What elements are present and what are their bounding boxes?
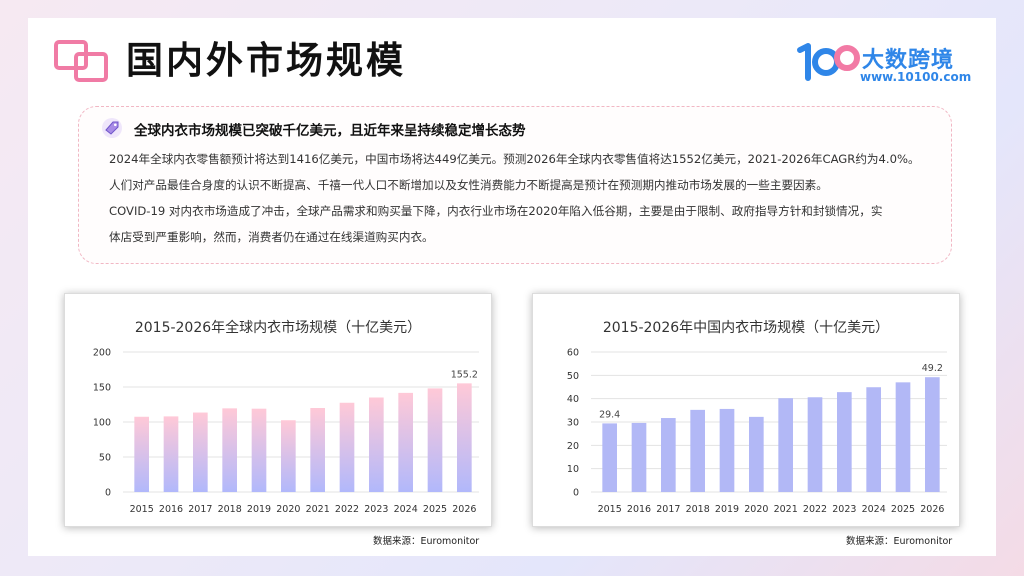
bar-2023 (369, 397, 384, 492)
summary-paragraph: 体店受到严重影响，然而，消费者仍在通过在线渠道购买内衣。 (109, 230, 434, 244)
x-tick-label: 2024 (862, 504, 886, 515)
bar-2025 (427, 388, 443, 492)
x-tick-label: 2015 (598, 504, 622, 515)
y-tick-label: 50 (99, 453, 111, 464)
x-tick-label: 2017 (188, 504, 212, 515)
x-tick-label: 2016 (159, 504, 183, 515)
y-tick-label: 0 (105, 488, 111, 499)
chart-source-china: 数据来源：Euromonitor (846, 536, 953, 547)
x-tick-label: 2020 (276, 504, 300, 515)
x-tick-label: 2018 (686, 504, 710, 515)
x-tick-label: 2022 (335, 504, 359, 515)
x-tick-label: 2017 (656, 504, 680, 515)
x-tick-label: 2018 (218, 504, 242, 515)
chart-card-china: 2015-2026年中国内衣市场规模（十亿美元） 0 10 20 30 40 50 60 201… (532, 293, 960, 527)
y-tick-label: 60 (567, 348, 579, 359)
summary-box: 全球内衣市场规模已突破千亿美元，且近年来呈持续稳定增长态势 2024年全球内衣零… (78, 106, 952, 264)
x-tick-label: 2020 (744, 504, 768, 515)
x-tick-label: 2021 (306, 504, 330, 515)
y-tick-label: 20 (567, 441, 579, 452)
bar-2026 (457, 383, 472, 492)
x-tick-label: 2019 (247, 504, 271, 515)
data-label: 49.2 (922, 363, 943, 374)
y-tick-label: 10 (567, 464, 579, 475)
y-tick-label: 50 (567, 371, 579, 382)
bar-2015 (602, 423, 617, 492)
bar-2018 (690, 409, 705, 492)
chart-china-market: 2015-2026年中国内衣市场规模（十亿美元） 0 10 20 30 40 50 60 201… (567, 319, 947, 515)
summary-heading: 全球内衣市场规模已突破千亿美元，且近年来呈持续稳定增长态势 (134, 123, 526, 139)
bar-2017 (193, 412, 208, 492)
brand-url[interactable]: www.10100.com (860, 70, 972, 84)
x-tick-label: 2023 (364, 504, 388, 515)
chart-card-global: 2015-2026年全球内衣市场规模（十亿美元） 0 50 100 150 200 2015… (64, 293, 492, 527)
bar-2016 (631, 422, 647, 492)
y-tick-label: 40 (567, 394, 579, 405)
y-tick-label: 200 (93, 348, 111, 359)
bar-2019 (251, 408, 267, 492)
bar-2016 (163, 416, 179, 492)
brand-logo[interactable]: 大数跨境 www.10100.com (794, 40, 984, 90)
bar-2022 (339, 402, 355, 492)
x-tick-label: 2026 (452, 504, 476, 515)
bar-2024 (866, 387, 881, 492)
bar-2022 (807, 397, 823, 492)
x-tick-label: 2024 (394, 504, 418, 515)
chart-source-global: 数据来源：Euromonitor (373, 536, 480, 547)
data-label: 29.4 (599, 409, 620, 420)
bar-2017 (661, 418, 676, 492)
y-tick-label: 150 (93, 383, 111, 394)
tag-icon (102, 118, 122, 138)
page-title: 国内外市场规模 (126, 39, 406, 82)
chart-title: 2015-2026年全球内衣市场规模（十亿美元） (135, 319, 421, 336)
brand-name: 大数跨境 (862, 48, 955, 73)
x-tick-label: 2015 (130, 504, 154, 515)
x-tick-label: 2021 (774, 504, 798, 515)
data-label: 155.2 (451, 369, 478, 380)
bar-2021 (778, 398, 793, 492)
brand-100-icon (797, 43, 860, 81)
bar-2020 (281, 420, 296, 492)
x-tick-label: 2022 (803, 504, 827, 515)
bar-2025 (895, 382, 911, 492)
bar-2015 (134, 416, 149, 492)
x-tick-label: 2019 (715, 504, 739, 515)
bar-2018 (222, 408, 237, 492)
y-tick-label: 0 (573, 488, 579, 499)
x-tick-label: 2025 (891, 504, 915, 515)
x-tick-label: 2023 (832, 504, 856, 515)
chart-title: 2015-2026年中国内衣市场规模（十亿美元） (603, 319, 889, 336)
bar-2023 (837, 392, 852, 492)
slide: 国内外市场规模 大数跨境 www.10100.com 全球内衣市场规模已突破千亿… (28, 18, 996, 556)
summary-paragraph: COVID-19 对内衣市场造成了冲击，全球产品需求和购买量下降，内衣行业市场在… (109, 204, 883, 218)
y-tick-label: 30 (567, 418, 579, 429)
bar-2019 (719, 408, 735, 492)
bar-2024 (398, 392, 413, 492)
bar-2020 (749, 416, 764, 492)
x-tick-label: 2025 (423, 504, 447, 515)
x-tick-label: 2016 (627, 504, 651, 515)
chart-global-market: 2015-2026年全球内衣市场规模（十亿美元） 0 50 100 150 200 2015… (93, 319, 479, 515)
summary-paragraph: 人们对产品最佳合身度的认识不断提高、千禧一代人口不断增加以及女性消费能力不断提高… (109, 178, 828, 192)
bar-2021 (310, 408, 325, 492)
y-tick-label: 100 (93, 418, 111, 429)
x-tick-label: 2026 (920, 504, 944, 515)
overlapping-squares-icon (54, 40, 108, 82)
summary-paragraph: 2024年全球内衣零售额预计将达到1416亿美元，中国市场将达449亿美元。预测… (109, 152, 920, 166)
bar-2026 (925, 377, 940, 492)
